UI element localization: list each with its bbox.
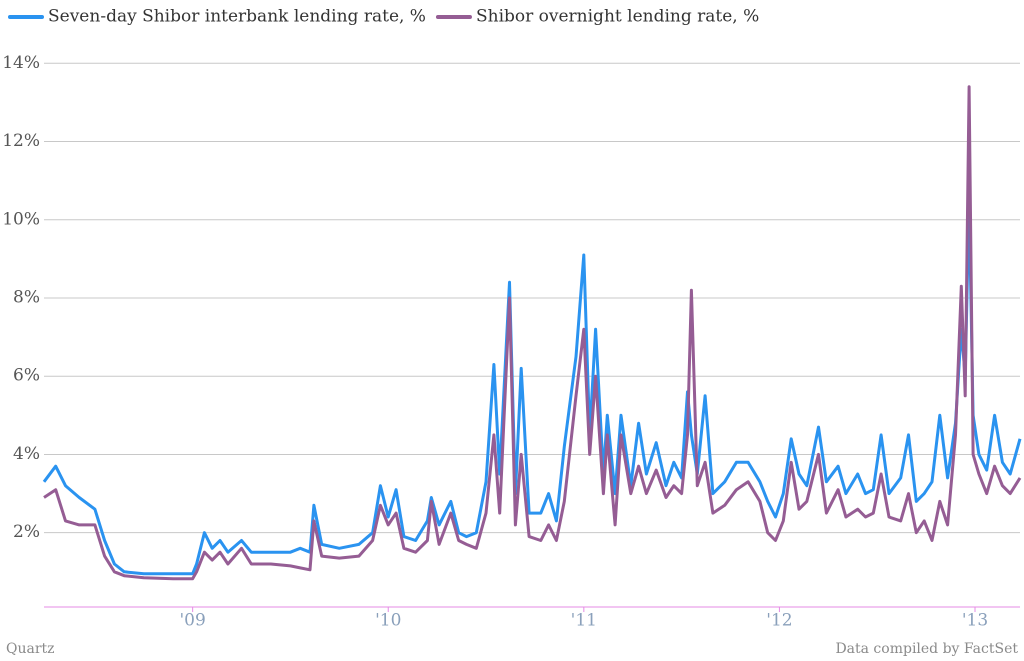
series-line <box>43 85 1022 581</box>
y-tick-label: 10% <box>2 209 40 229</box>
y-tick-label: 8% <box>13 287 40 307</box>
y-tick-label: 6% <box>13 366 40 386</box>
y-tick-label: 14% <box>2 53 40 73</box>
legend-label: Shibor overnight lending rate, % <box>476 7 759 27</box>
y-tick-label: 12% <box>2 131 40 151</box>
legend-label: Seven-day Shibor interbank lending rate,… <box>48 7 426 27</box>
x-tick-label: '13 <box>962 611 988 631</box>
credit: Quartz <box>6 641 55 657</box>
x-tick-label: '09 <box>179 611 205 631</box>
y-tick-label: 2% <box>13 522 40 542</box>
x-tick-label: '11 <box>571 611 597 631</box>
y-tick-label: 4% <box>13 444 40 464</box>
x-tick-label: '10 <box>375 611 401 631</box>
series-line <box>42 198 1022 576</box>
source: Data compiled by FactSet <box>835 641 1018 657</box>
x-tick-label: '12 <box>766 611 792 631</box>
